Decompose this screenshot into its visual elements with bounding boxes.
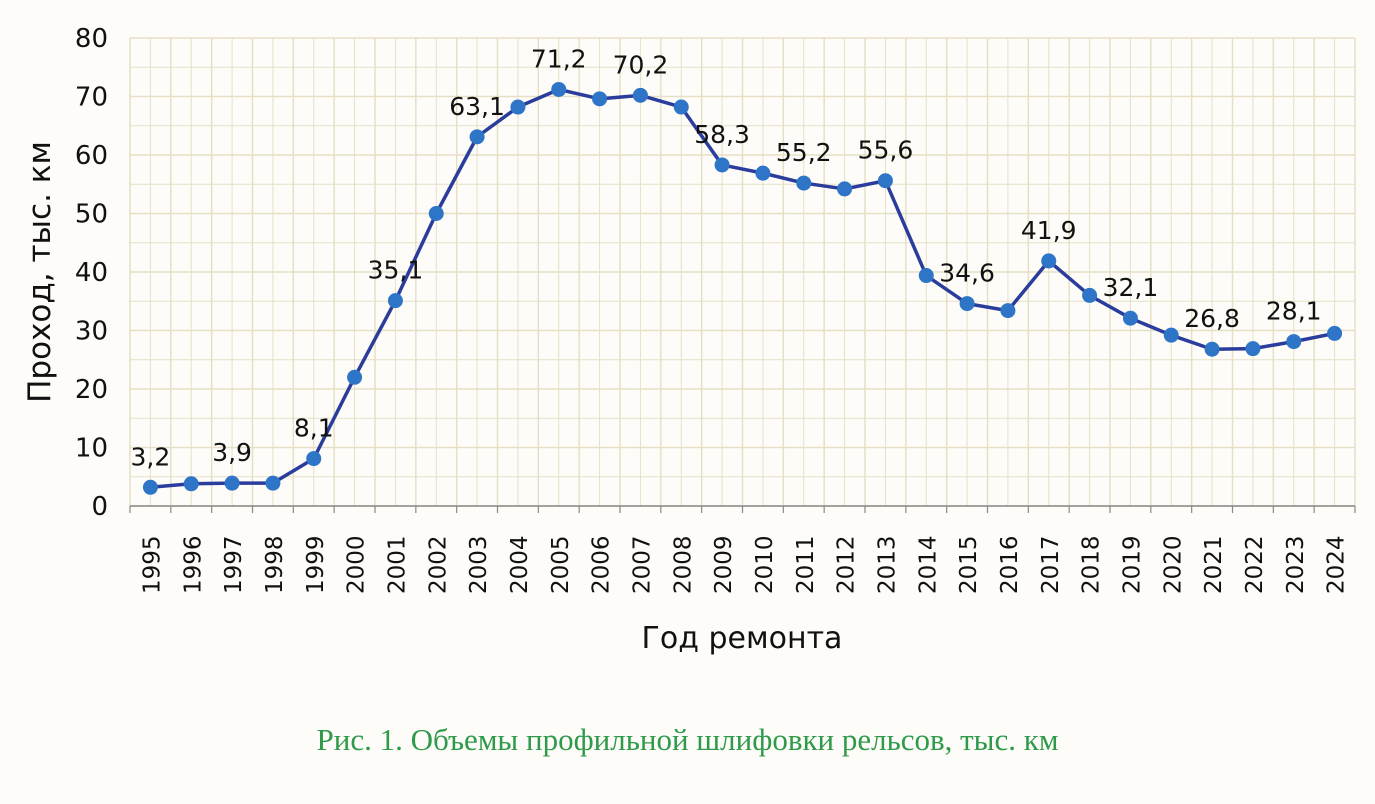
data-label: 3,9 (212, 438, 252, 467)
x-tick-label: 2003 (466, 535, 492, 594)
x-tick-label: 2010 (752, 535, 778, 594)
data-label: 34,6 (939, 259, 995, 288)
x-tick-label: 1995 (139, 535, 165, 594)
x-tick-label: 2022 (1242, 535, 1268, 594)
x-tick-label: 2001 (384, 535, 410, 594)
x-axis-label: Год ремонта (642, 621, 843, 656)
x-tick-label: 2016 (997, 535, 1023, 594)
x-tick-label: 1997 (221, 535, 247, 594)
data-point (1286, 334, 1302, 350)
x-tick-label: 2012 (834, 535, 860, 594)
data-point (1041, 253, 1057, 269)
data-label: 35,1 (368, 256, 424, 285)
y-tick-label: 80 (75, 24, 108, 54)
data-point (428, 206, 444, 221)
x-tick-label: 2015 (956, 535, 982, 594)
data-point (265, 475, 281, 491)
data-label: 55,2 (776, 138, 832, 167)
data-label: 28,1 (1266, 297, 1322, 326)
x-tick-label: 2020 (1160, 535, 1186, 594)
data-label: 3,2 (131, 442, 171, 471)
x-tick-label: 1999 (303, 535, 329, 594)
x-tick-label: 2008 (670, 535, 696, 594)
x-tick-label: 2014 (915, 535, 941, 594)
data-label: 41,9 (1021, 216, 1077, 245)
x-tick-label: 2018 (1079, 535, 1105, 594)
data-point (469, 129, 485, 145)
data-point (1245, 341, 1261, 357)
y-tick-label: 10 (75, 434, 108, 464)
y-tick-label: 0 (91, 492, 108, 522)
x-tick-label: 2007 (629, 535, 655, 594)
y-axis-label: Проход, тыс. км (22, 141, 58, 403)
data-point (306, 451, 322, 467)
data-point (1163, 327, 1179, 343)
data-point (183, 476, 199, 492)
data-label: 71,2 (531, 44, 587, 73)
x-tick-label: 2004 (507, 535, 533, 594)
data-point (877, 173, 893, 189)
x-tick-label: 2024 (1324, 535, 1350, 594)
data-point (551, 81, 567, 97)
data-point (1327, 325, 1343, 341)
x-tick-label: 2023 (1283, 535, 1309, 594)
data-point (796, 175, 812, 191)
data-point (1082, 287, 1098, 303)
data-point (142, 479, 158, 495)
data-point (1122, 310, 1138, 326)
data-point (224, 475, 240, 491)
data-label: 70,2 (613, 50, 669, 79)
x-tick-label: 2011 (793, 535, 819, 594)
data-label: 8,1 (294, 414, 334, 443)
y-tick-label: 20 (75, 375, 108, 405)
data-point (387, 293, 403, 309)
figure-caption: Рис. 1. Объемы профильной шлифовки рельс… (316, 722, 1059, 757)
data-point (510, 99, 526, 115)
x-tick-label: 1996 (180, 535, 206, 594)
x-tick-label: 2021 (1201, 535, 1227, 594)
data-point (714, 157, 730, 173)
x-tick-label: 2009 (711, 535, 737, 594)
data-point (918, 268, 934, 284)
data-label: 55,6 (858, 136, 914, 165)
data-point (837, 181, 853, 197)
x-tick-label: 2017 (1038, 535, 1064, 594)
data-point (755, 165, 771, 181)
x-tick-label: 2006 (589, 535, 615, 594)
data-label: 26,8 (1184, 304, 1240, 333)
data-point (592, 91, 608, 107)
x-tick-label: 1998 (262, 535, 288, 594)
line-chart: 0 10 20 30 40 50 60 70 80 1995 1996 1997 1998 1999 200… (22, 24, 1356, 656)
y-tick-label: 50 (75, 200, 108, 230)
data-point (632, 87, 648, 103)
y-tick-label: 40 (75, 258, 108, 288)
data-label: 32,1 (1103, 273, 1159, 302)
data-label: 58,3 (694, 120, 750, 149)
x-tick-label: 2005 (548, 535, 574, 594)
y-tick-label: 60 (75, 141, 108, 171)
data-point (673, 99, 689, 115)
data-point (959, 296, 975, 312)
x-tick-label: 2013 (874, 535, 900, 594)
y-tick-label: 30 (75, 317, 108, 347)
y-tick-label: 70 (75, 83, 108, 113)
x-tick-label: 2000 (344, 535, 370, 594)
data-point (1204, 341, 1220, 357)
x-tick-label: 2019 (1119, 535, 1145, 594)
data-label: 63,1 (449, 92, 505, 121)
x-tick-label: 2002 (425, 535, 451, 594)
data-point (1000, 303, 1016, 319)
data-point (347, 369, 363, 385)
